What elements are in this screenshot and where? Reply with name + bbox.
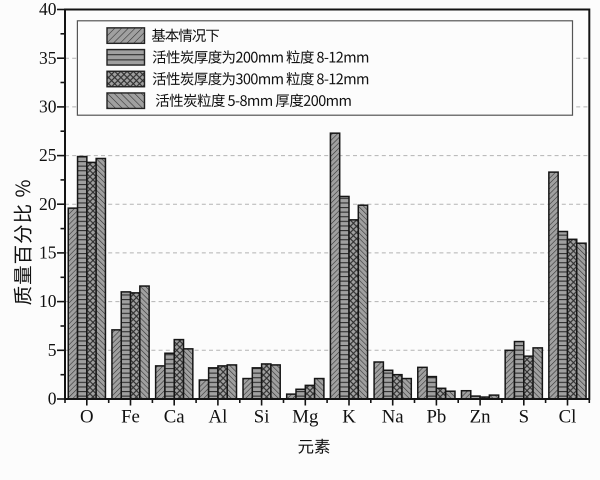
svg-text:Na: Na: [382, 407, 405, 428]
svg-text:Pb: Pb: [426, 407, 446, 428]
svg-text:Si: Si: [254, 407, 270, 428]
svg-text:30: 30: [39, 97, 57, 117]
svg-text:Cl: Cl: [559, 407, 577, 428]
svg-text:S: S: [519, 407, 529, 428]
svg-text:K: K: [342, 407, 356, 428]
svg-text:Fe: Fe: [121, 407, 140, 428]
svg-text:10: 10: [39, 291, 57, 311]
svg-text:15: 15: [39, 243, 57, 263]
svg-text:Ca: Ca: [164, 407, 186, 428]
svg-text:Mg: Mg: [292, 407, 319, 428]
svg-text:Al: Al: [209, 407, 228, 428]
svg-text:Zn: Zn: [470, 407, 491, 428]
svg-text:5: 5: [48, 340, 57, 360]
svg-text:40: 40: [39, 0, 57, 19]
svg-text:25: 25: [39, 145, 57, 165]
svg-text:0: 0: [48, 389, 57, 409]
svg-text:20: 20: [39, 194, 57, 214]
svg-text:35: 35: [39, 48, 57, 68]
svg-text:O: O: [80, 407, 94, 428]
